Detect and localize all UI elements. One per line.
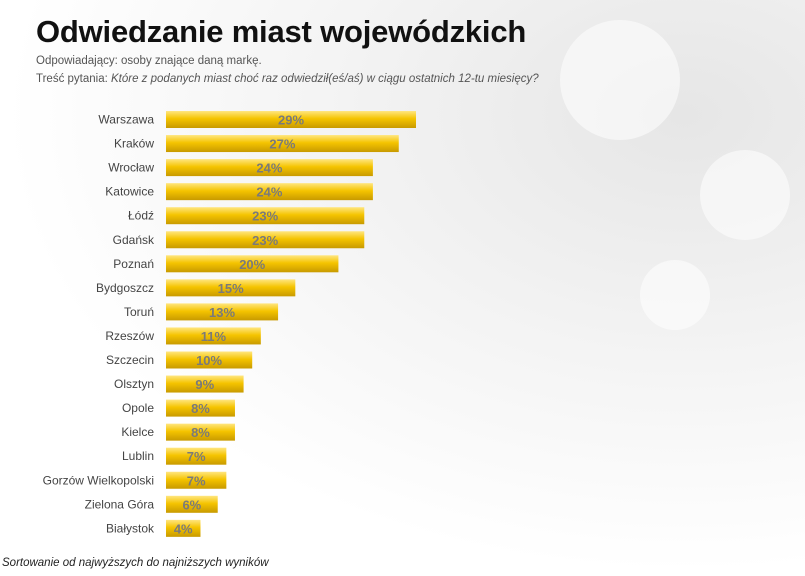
bar (166, 495, 218, 513)
data-label: 8% (191, 425, 210, 440)
data-label: 13% (209, 305, 235, 320)
category-label: Opole (122, 401, 154, 415)
data-label: 15% (218, 281, 244, 296)
background-bokeh (700, 150, 790, 240)
data-label: 8% (191, 401, 210, 416)
category-label: Kielce (121, 425, 154, 439)
bar (166, 399, 235, 417)
category-label: Bydgoszcz (96, 281, 154, 295)
data-label: 10% (196, 353, 222, 368)
bar (166, 351, 253, 369)
data-label: 29% (278, 113, 304, 128)
data-label: 27% (269, 137, 295, 152)
background-bokeh (640, 260, 710, 330)
data-label: 11% (201, 329, 227, 344)
category-label: Wrocław (108, 161, 154, 175)
bar (166, 471, 227, 489)
bar (166, 231, 365, 249)
category-label: Gdańsk (113, 233, 155, 247)
question-label: Treść pytania: (36, 73, 111, 85)
bar (166, 303, 279, 321)
category-label: Rzeszów (105, 329, 154, 343)
category-label: Warszawa (98, 113, 154, 127)
data-label: 4% (174, 521, 193, 536)
category-label: Poznań (113, 257, 154, 271)
page-title: Odwiedzanie miast wojewódzkich (36, 14, 527, 49)
bar (166, 423, 235, 441)
bar (166, 279, 296, 297)
bar (166, 135, 399, 153)
category-label: Gorzów Wielkopolski (43, 473, 154, 487)
data-label: 23% (252, 209, 278, 224)
data-label: 7% (187, 449, 206, 464)
data-label: 24% (256, 185, 282, 200)
bar (166, 207, 365, 225)
category-label: Białystok (106, 521, 155, 535)
bar-group: Warszawa 29% Kraków 27% Wrocław 24% Katowice 24… (43, 111, 416, 537)
bar (166, 255, 339, 273)
background-bokeh (560, 20, 680, 140)
bar (166, 327, 261, 345)
bar (166, 183, 373, 201)
category-label: Lublin (122, 449, 154, 463)
bar (166, 375, 244, 393)
respondents-note: Odpowiadający: osoby znające daną markę. (36, 55, 262, 67)
category-label: Szczecin (106, 353, 154, 367)
data-label: 20% (239, 257, 265, 272)
data-label: 7% (187, 473, 206, 488)
data-label: 6% (182, 497, 201, 512)
question-line: Treść pytania: Które z podanych miast ch… (36, 73, 539, 85)
data-label: 24% (256, 161, 282, 176)
category-label: Toruń (124, 305, 154, 319)
bar (166, 159, 373, 177)
category-label: Katowice (105, 185, 154, 199)
category-label: Zielona Góra (85, 497, 155, 511)
sort-note: Sortowanie od najwyższych do najniższych… (2, 557, 269, 569)
question-text: Które z podanych miast choć raz odwiedzi… (111, 73, 539, 85)
data-label: 23% (252, 233, 278, 248)
category-label: Kraków (114, 137, 154, 151)
category-label: Olsztyn (114, 377, 154, 391)
bar (166, 447, 227, 465)
category-label: Łódź (128, 209, 154, 223)
bar (166, 111, 416, 128)
data-label: 9% (195, 377, 214, 392)
bar (166, 519, 201, 537)
